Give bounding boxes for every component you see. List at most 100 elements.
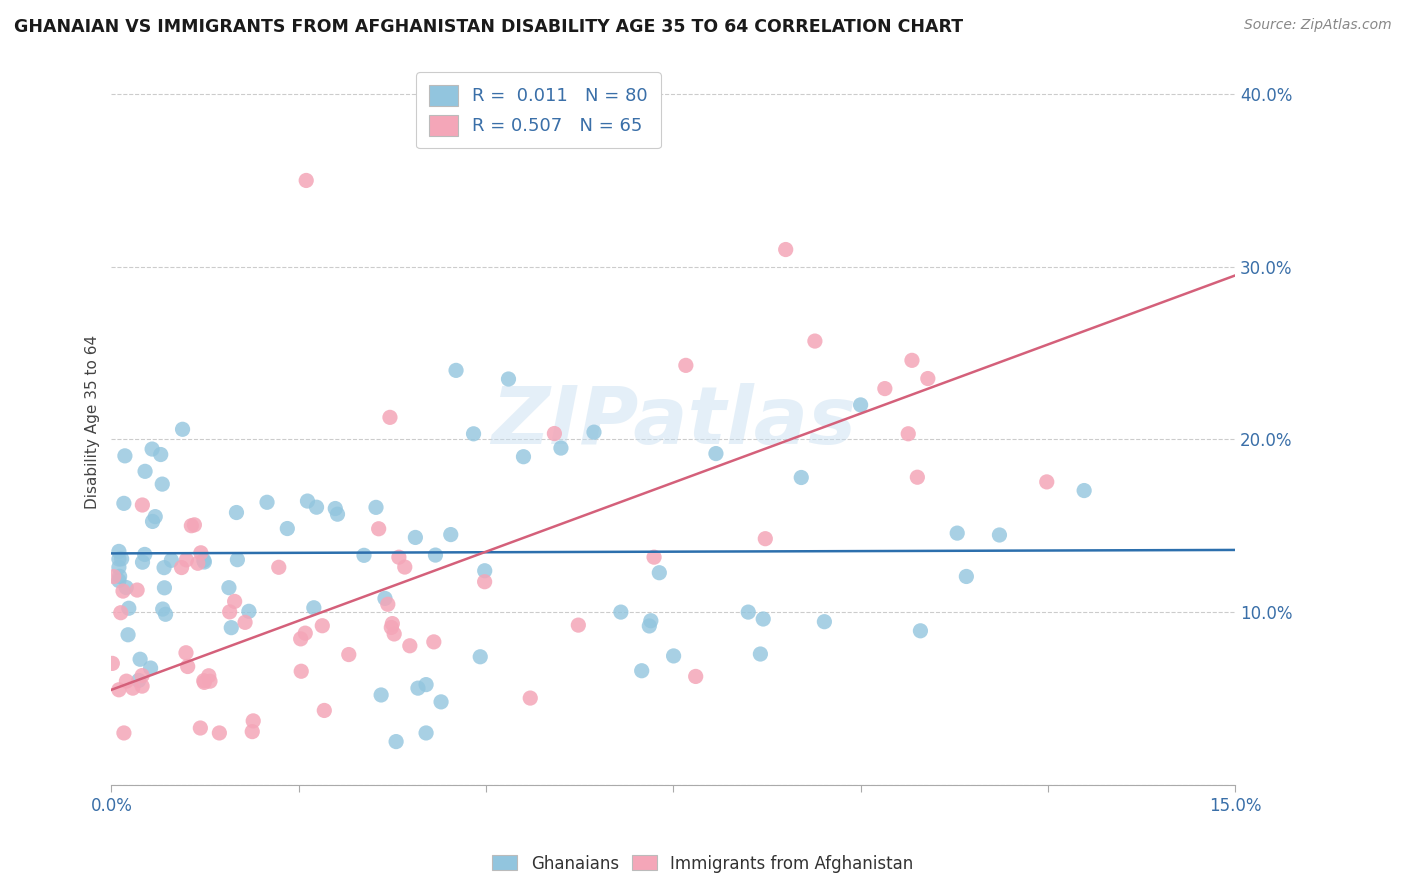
Point [108,574,131,588]
Point [775,243,797,257]
Point [364,500,387,515]
Point [224,594,246,608]
Point [190,546,212,560]
Point [463,426,485,441]
Point [910,624,932,638]
Point [193,673,215,688]
Point [901,353,924,368]
Point [917,371,939,385]
Point [141,442,163,456]
Text: GHANAIAN VS IMMIGRANTS FROM AFGHANISTAN DISABILITY AGE 35 TO 64 CORRELATION CHAR: GHANAIAN VS IMMIGRANTS FROM AFGHANISTAN … [14,18,963,36]
Text: Source: ZipAtlas.com: Source: ZipAtlas.com [1244,18,1392,32]
Point [415,678,437,692]
Point [337,648,360,662]
Point [813,615,835,629]
Point [218,605,240,619]
Point [790,470,813,484]
Point [197,669,219,683]
Point [193,675,215,690]
Point [108,552,131,566]
Point [382,627,405,641]
Point [112,726,135,740]
Point [143,509,166,524]
Point [108,569,131,583]
Point [1073,483,1095,498]
Point [176,553,198,567]
Point [311,618,333,632]
Point [988,528,1011,542]
Point [398,639,420,653]
Point [648,566,671,580]
Point [498,372,520,386]
Point [367,522,389,536]
Legend: R =  0.011   N = 80, R = 0.507   N = 65: R = 0.011 N = 80, R = 0.507 N = 65 [416,72,661,148]
Point [183,517,205,532]
Point [131,668,153,682]
Point [267,560,290,574]
Point [425,548,447,562]
Point [111,584,134,599]
Point [218,581,240,595]
Point [440,527,463,541]
Point [297,494,319,508]
Point [415,726,437,740]
Point [111,551,134,566]
Point [172,422,194,436]
Point [149,448,172,462]
Point [685,669,707,683]
Point [193,555,215,569]
Point [305,500,328,515]
Point [404,531,426,545]
Point [101,657,124,671]
Point [153,560,176,574]
Point [380,620,402,634]
Point [198,674,221,689]
Point [955,569,977,583]
Point [897,426,920,441]
Point [240,724,263,739]
Point [394,560,416,574]
Point [388,550,411,565]
Point [749,647,772,661]
Point [630,664,652,678]
Point [550,441,572,455]
Point [117,628,139,642]
Point [370,688,392,702]
Point [754,532,776,546]
Point [115,674,138,689]
Point [112,496,135,510]
Point [326,507,349,521]
Point [704,446,727,460]
Point [127,583,149,598]
Point [131,498,153,512]
Point [804,334,827,348]
Point [378,410,401,425]
Point [153,581,176,595]
Point [180,518,202,533]
Point [1035,475,1057,489]
Point [640,614,662,628]
Point [141,515,163,529]
Point [752,612,775,626]
Point [131,679,153,693]
Point [114,449,136,463]
Point [139,661,162,675]
Point [226,552,249,566]
Point [849,398,872,412]
Point [108,560,131,574]
Point [238,604,260,618]
Point [444,363,467,377]
Point [150,477,173,491]
Point [430,695,453,709]
Point [276,522,298,536]
Point [474,564,496,578]
Point [610,605,633,619]
Point [233,615,256,630]
Point [470,649,492,664]
Point [103,569,125,583]
Point [160,553,183,567]
Point [385,734,408,748]
Point [155,607,177,622]
Point [110,606,132,620]
Point [176,659,198,673]
